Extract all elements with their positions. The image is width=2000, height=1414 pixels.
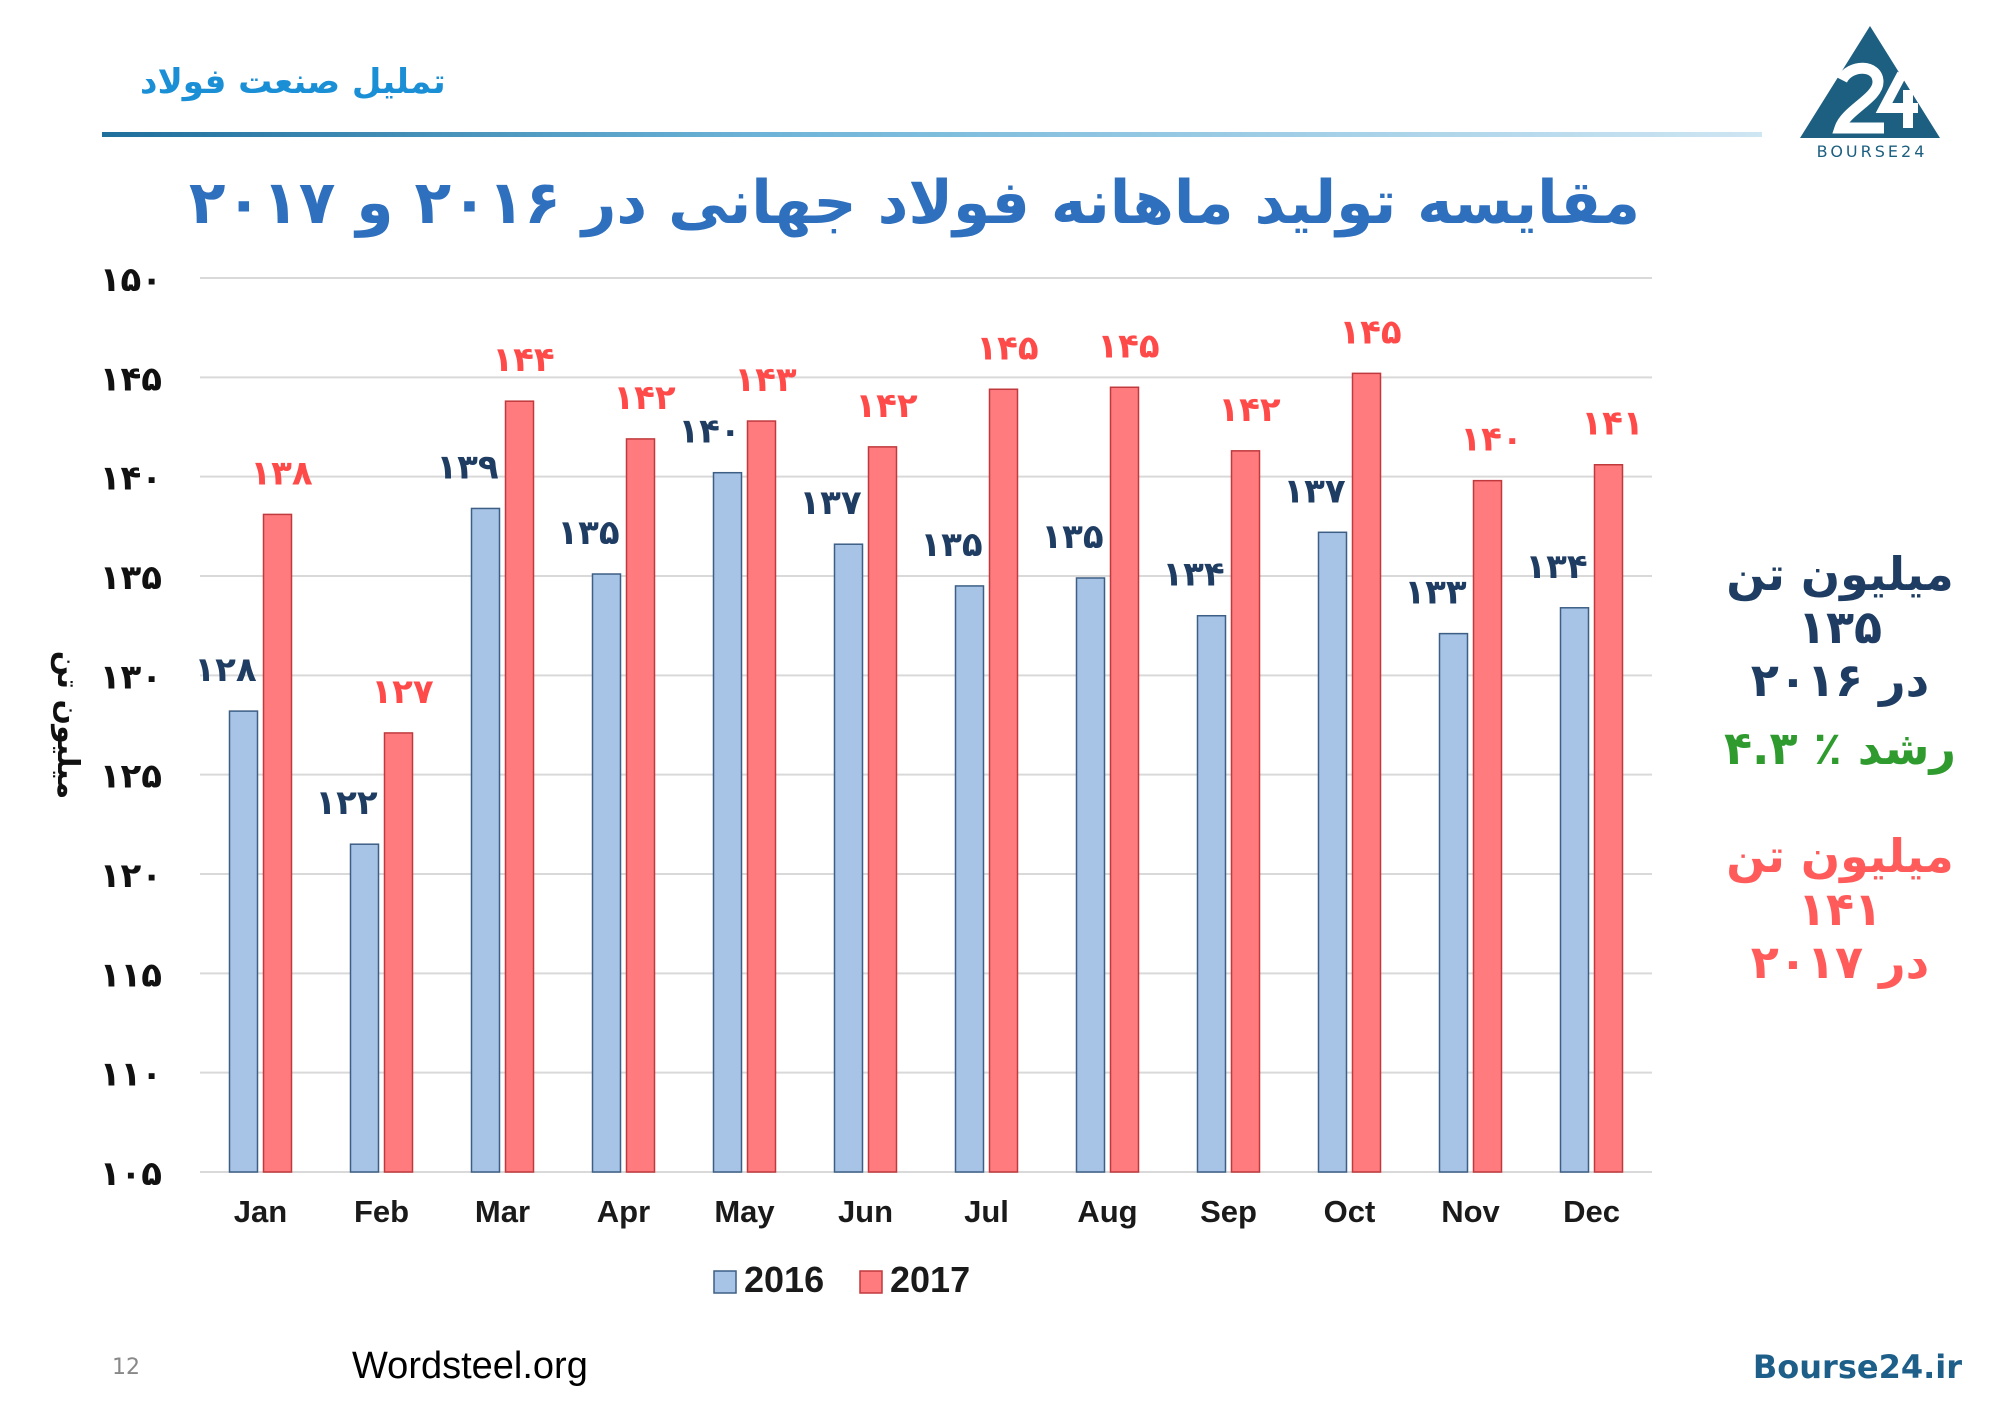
bar-2016	[470, 507, 501, 1173]
x-tick-label: Jul	[964, 1194, 1009, 1229]
bar-2016	[833, 543, 864, 1173]
data-label-2017: ۱۴۳	[734, 360, 797, 400]
x-tick-label: Aug	[1077, 1194, 1137, 1229]
x-tick-label: May	[714, 1194, 775, 1229]
data-label-2016: ۱۳۷	[1283, 471, 1346, 511]
bar-2016	[1438, 632, 1469, 1173]
legend-swatch-2017	[859, 1270, 883, 1294]
data-label-2017: ۱۴۲	[613, 378, 676, 418]
data-label-2017: ۱۴۰	[1460, 420, 1522, 460]
bar-2016	[349, 843, 380, 1173]
data-label-2017: ۱۴۵	[1097, 326, 1159, 366]
data-label-2017: ۱۴۲	[1218, 390, 1281, 430]
summary-2016-line1: میلیون تن ۱۳۵	[1726, 547, 1954, 654]
bar-2017	[1472, 479, 1503, 1173]
x-tick-label: Dec	[1563, 1194, 1620, 1229]
data-label-2016: ۱۳۹	[436, 447, 499, 487]
bar-2017	[504, 400, 535, 1173]
bar-2016	[954, 585, 985, 1173]
source-credit: Wordsteel.org	[352, 1345, 588, 1387]
bar-2016	[228, 710, 259, 1173]
data-label-2016: ۱۳۵	[1041, 517, 1103, 557]
data-label-2017: ۱۴۴	[492, 340, 554, 380]
brand-title: تملیل صنعت فولاد	[140, 62, 446, 102]
x-tick-label: Mar	[475, 1194, 530, 1229]
data-label-2017: ۱۳۸	[250, 453, 313, 493]
y-axis-label: میلیون تن	[50, 651, 85, 799]
logo-numeral-4	[1875, 71, 1918, 128]
bar-2017	[1593, 463, 1624, 1173]
summary-2016-line2: در ۲۰۱۶	[1750, 652, 1930, 707]
y-tick-label: ۱۰۵	[100, 1154, 162, 1194]
y-tick-label: ۱۲۵	[100, 757, 162, 797]
bar-2017	[1351, 372, 1382, 1173]
data-label-2017: ۱۴۲	[855, 386, 918, 426]
bar-2017	[262, 513, 293, 1173]
bar-2017	[1109, 386, 1140, 1173]
y-tick-label: ۱۳۵	[100, 558, 162, 598]
data-label-2016: ۱۲۸	[194, 650, 257, 690]
data-label-2017: ۱۴۵	[976, 328, 1038, 368]
legend-swatch-2016	[713, 1270, 737, 1294]
x-tick-label: Sep	[1200, 1194, 1257, 1229]
logo-numeral-2	[1832, 62, 1884, 134]
x-tick-label: Jun	[838, 1194, 893, 1229]
header-divider	[102, 132, 1762, 137]
y-tick-label: ۱۲۰	[100, 856, 162, 896]
x-tick-label: Feb	[354, 1194, 409, 1229]
summary-growth: رشد ٪ ۴.۳	[1723, 721, 1957, 775]
y-tick-label: ۱۱۰	[100, 1055, 162, 1095]
legend-label-2016: 2016	[744, 1259, 824, 1300]
bourse24-logo	[1800, 26, 1940, 138]
y-tick-label: ۱۴۰	[100, 459, 162, 499]
legend-label-2017: 2017	[890, 1259, 970, 1300]
y-tick-label: ۱۴۵	[100, 359, 162, 399]
bar-2016	[712, 471, 743, 1173]
data-label-2017: ۱۲۷	[371, 672, 434, 712]
bar-2017	[383, 732, 414, 1173]
data-label-2016: ۱۳۵	[557, 513, 619, 553]
bar-2017	[1230, 450, 1261, 1173]
bar-2017	[746, 420, 777, 1173]
data-label-2017: ۱۴۱	[1581, 404, 1643, 444]
x-tick-label: Oct	[1324, 1194, 1376, 1229]
summary-2017: میلیون تن ۱۴۱ در ۲۰۱۷	[1700, 830, 1980, 989]
x-tick-label: Apr	[597, 1194, 650, 1229]
bar-2016	[1196, 614, 1227, 1173]
summary-2016: میلیون تن ۱۳۵ در ۲۰۱۶	[1700, 548, 1980, 707]
bar-2016	[1075, 577, 1106, 1173]
data-label-2016: ۱۳۴	[1162, 555, 1224, 595]
data-label-2016: ۱۴۰	[678, 412, 740, 452]
data-label-2016: ۱۳۳	[1404, 573, 1467, 613]
data-label-2017: ۱۴۵	[1339, 312, 1401, 352]
chart-title: مقایسه تولید ماهانه فولاد جهانی در ۲۰۱۶ …	[188, 168, 1640, 238]
y-tick-label: ۱۳۰	[100, 657, 162, 697]
x-tick-label: Jan	[234, 1194, 287, 1229]
data-label-2016: ۱۳۷	[799, 483, 862, 523]
bar-2016	[1317, 531, 1348, 1173]
bar-2017	[988, 388, 1019, 1173]
x-tick-label: Nov	[1441, 1194, 1500, 1229]
bar-2016	[591, 573, 622, 1173]
site-credit: Bourse24.ir	[1752, 1348, 1962, 1386]
data-label-2016: ۱۳۴	[1525, 547, 1587, 587]
data-label-2016: ۱۲۲	[315, 783, 378, 823]
logo-wordmark: BOURSE24	[1816, 142, 1928, 161]
summary-2017-line1: میلیون تن ۱۴۱	[1726, 829, 1954, 936]
data-label-2016: ۱۳۵	[920, 525, 982, 565]
page-number: 12	[112, 1355, 140, 1380]
bar-2016	[1559, 607, 1590, 1173]
bar-2017	[625, 438, 656, 1173]
y-tick-label: ۱۵۰	[100, 260, 162, 300]
bar-2017	[867, 446, 898, 1173]
y-tick-label: ۱۱۵	[100, 955, 162, 995]
summary-2017-line2: در ۲۰۱۷	[1750, 934, 1930, 989]
